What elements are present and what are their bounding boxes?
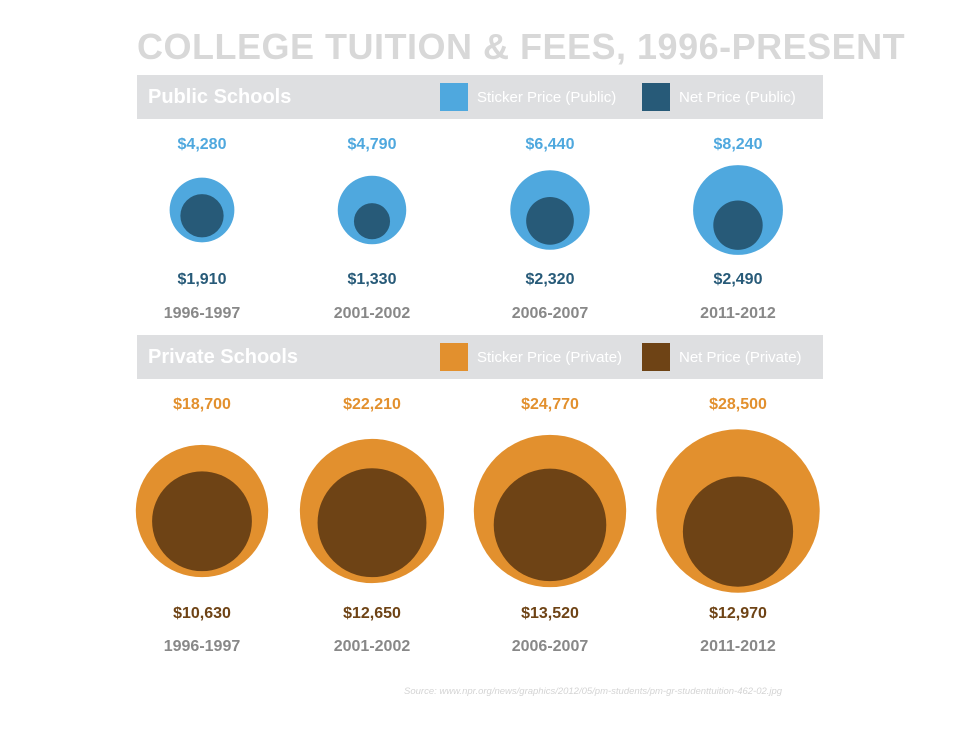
private-sticker-value-label-2: $24,770 [521,396,579,413]
public-net-bubble-3 [713,200,763,250]
legend-label-private-net: Net Price (Private) [679,349,802,366]
public-sticker-value-label-0: $4,280 [178,136,227,153]
legend-label-private-sticker: Sticker Price (Private) [477,349,623,366]
private-net-value-label-2: $13,520 [521,605,579,622]
public-sticker-value-label-2: $6,440 [526,136,575,153]
public-net-bubble-2 [526,197,574,245]
private-year-label-3: 2011-2012 [700,638,776,655]
legend-swatch-public-net [642,83,670,111]
private-header-band: Private Schools Sticker Price (Private) … [137,335,823,379]
public-net-value-label-1: $1,330 [348,271,397,288]
private-sticker-value-label-1: $22,210 [343,396,401,413]
private-net-bubble-0 [152,471,252,572]
public-sticker-value-label-3: $8,240 [714,136,763,153]
private-net-value-label-1: $12,650 [343,605,401,622]
private-bubble-chart: $18,700 $10,630 1996-1997 $22,210 $12,650 200… [135,396,820,655]
legend-label-public-sticker: Sticker Price (Public) [477,89,617,106]
source-note: Source: www.npr.org/news/graphics/2012/0… [404,686,783,697]
legend-label-public-net: Net Price (Public) [679,89,796,106]
public-section-title: Public Schools [148,86,292,108]
legend-swatch-private-sticker [440,343,468,371]
public-year-label-0: 1996-1997 [164,305,241,322]
private-sticker-value-label-3: $28,500 [709,396,767,413]
private-year-label-0: 1996-1997 [164,638,241,655]
public-net-bubble-0 [180,194,224,238]
public-year-label-2: 2006-2007 [512,305,589,322]
private-net-bubble-3 [682,476,794,587]
public-net-bubble-1 [353,203,391,240]
legend-swatch-private-net [642,343,670,371]
public-bubble-chart: $4,280 $1,910 1996-1997 $4,790 $1,330 2001-20… [164,136,783,322]
public-net-value-label-0: $1,910 [178,271,227,288]
public-year-label-3: 2011-2012 [700,305,776,322]
legend-swatch-public-sticker [440,83,468,111]
private-sticker-value-label-0: $18,700 [173,396,231,413]
private-net-value-label-3: $12,970 [709,605,767,622]
private-net-bubble-1 [317,468,427,578]
public-sticker-value-label-1: $4,790 [348,136,397,153]
private-year-label-2: 2006-2007 [512,638,589,655]
private-year-label-1: 2001-2002 [334,638,411,655]
private-section-title: Private Schools [148,346,299,368]
private-net-value-label-0: $10,630 [173,605,231,622]
public-header-band: Public Schools Sticker Price (Public) Ne… [137,75,823,119]
private-net-bubble-2 [493,468,607,582]
public-net-value-label-2: $2,320 [526,271,575,288]
public-year-label-1: 2001-2002 [334,305,411,322]
page-title: COLLEGE TUITION & FEES, 1996-PRESENT [137,26,906,67]
public-net-value-label-3: $2,490 [714,271,763,288]
